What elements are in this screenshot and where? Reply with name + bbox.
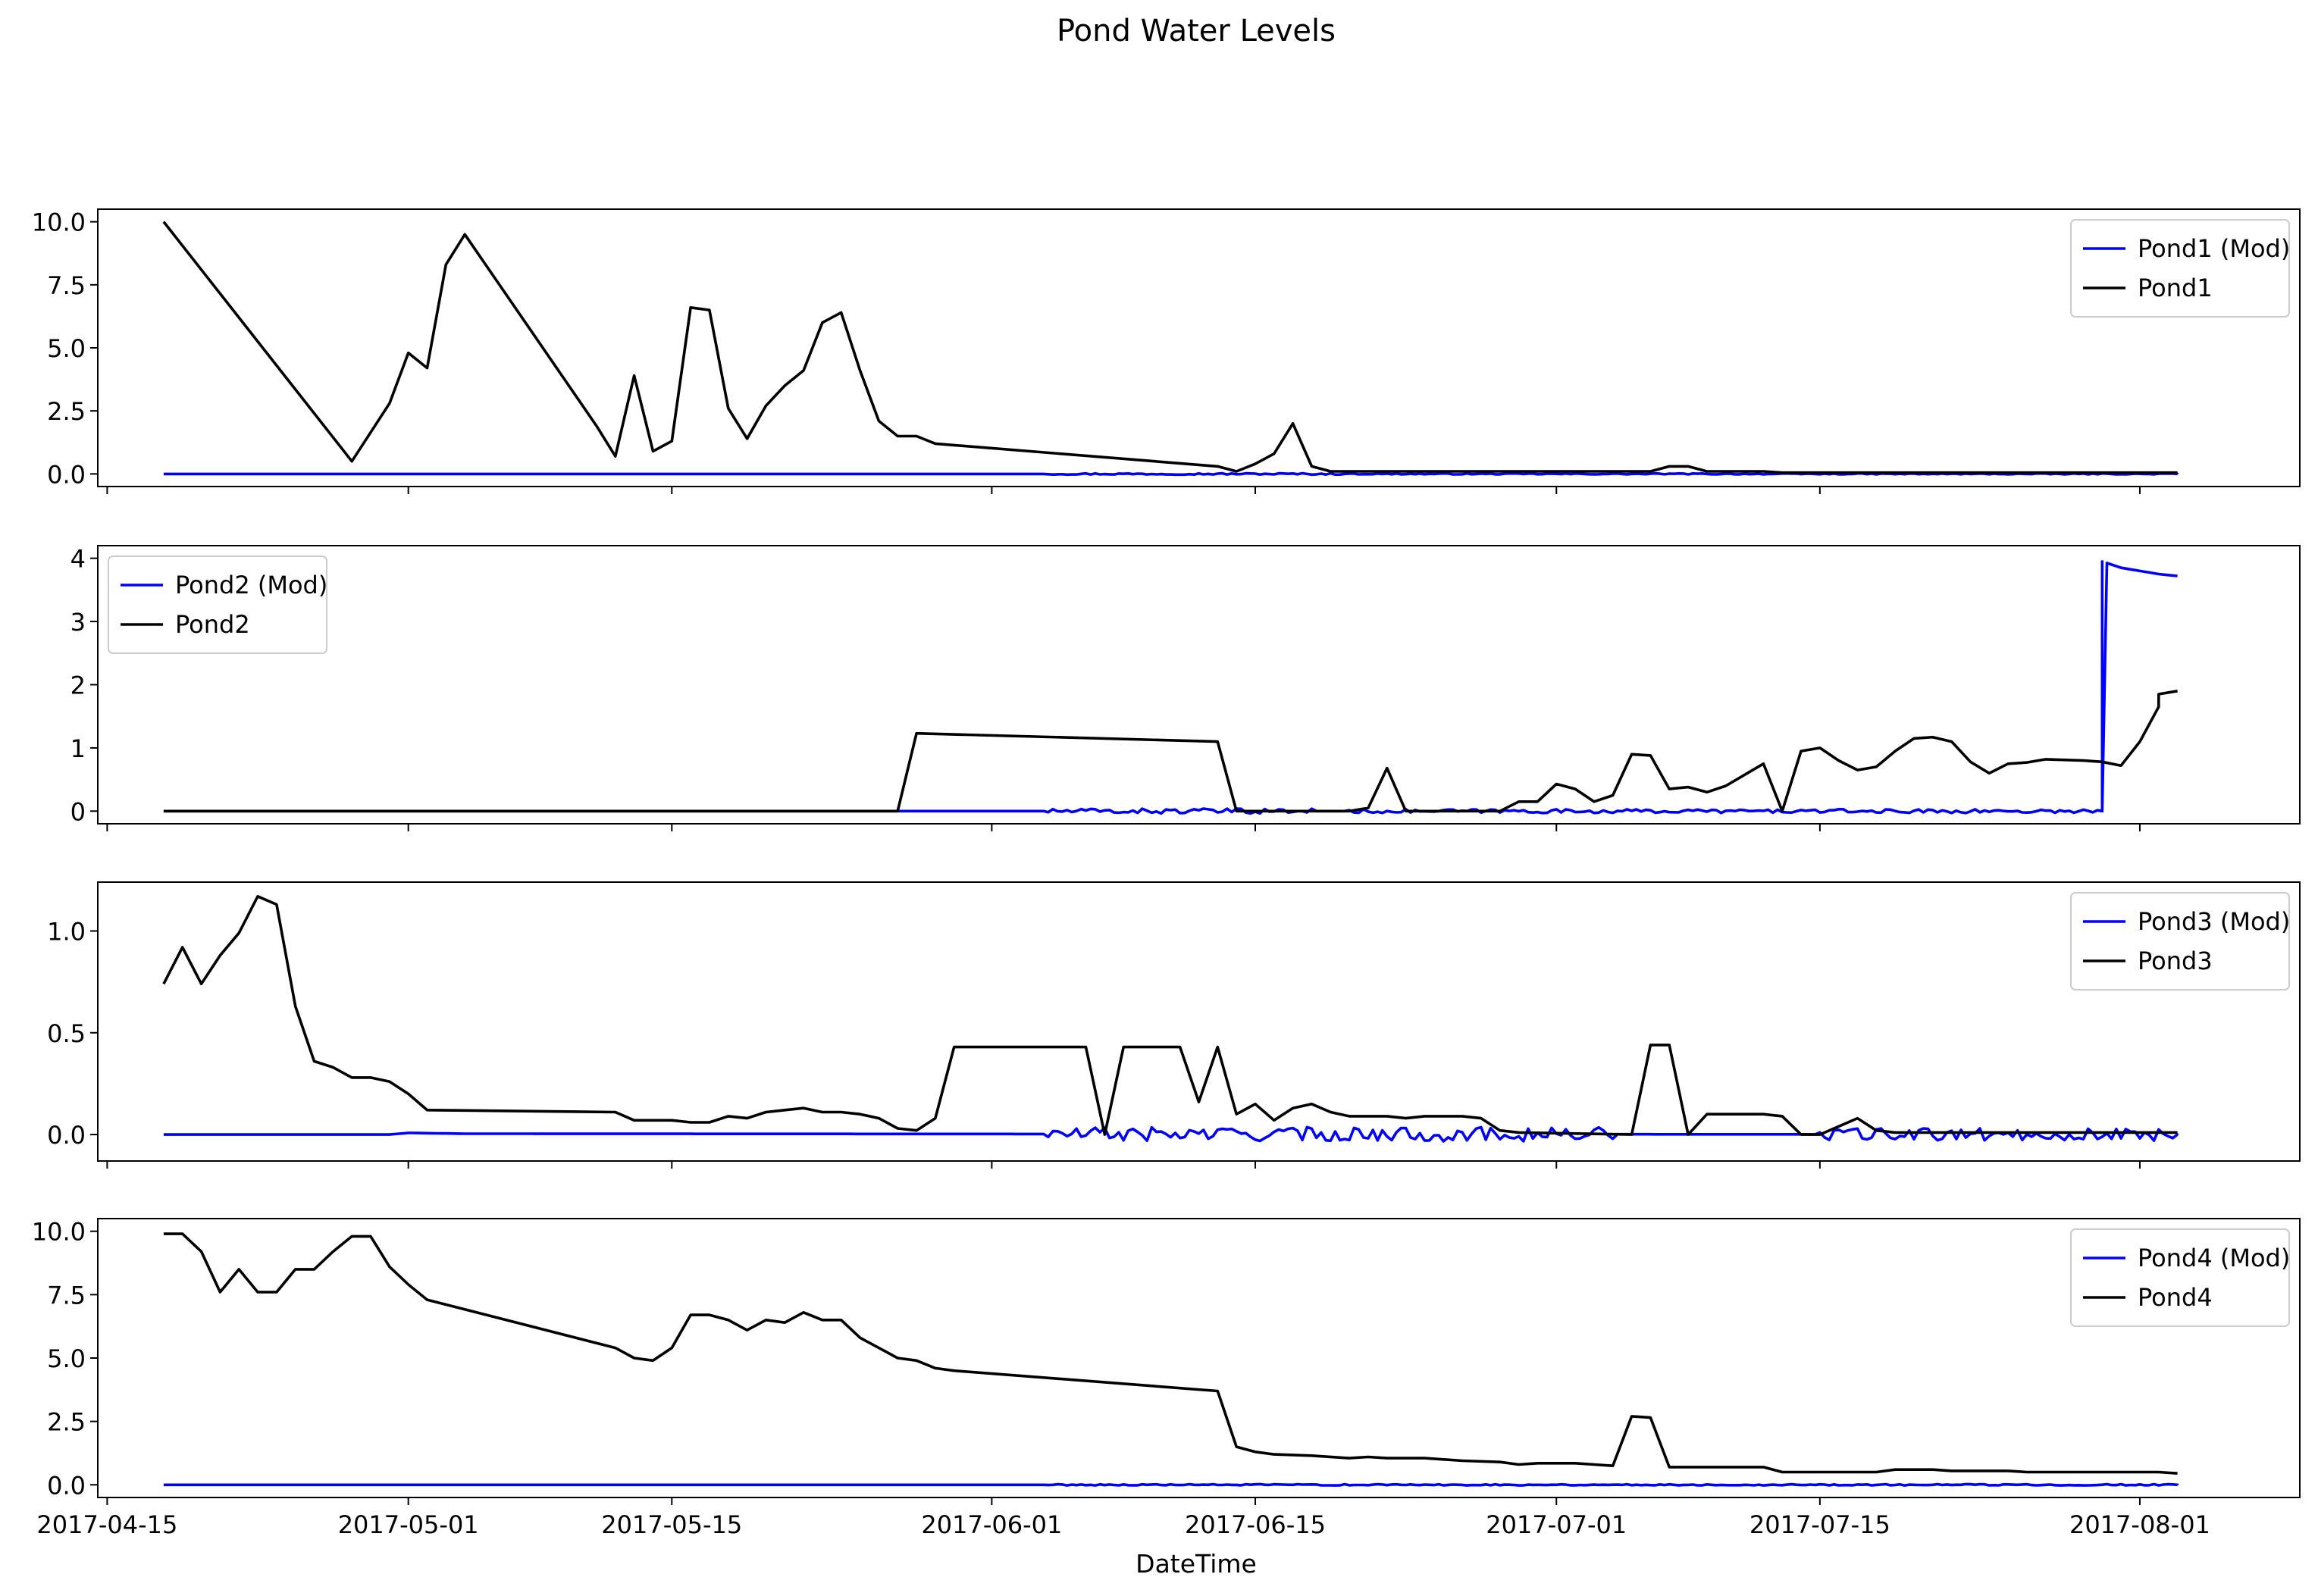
legend-label: Pond4: [2138, 1283, 2213, 1312]
series-line-obs: [163, 690, 2178, 813]
series-line-obs: [162, 221, 2178, 474]
x-tick-label: 2017-05-01: [338, 1510, 479, 1539]
y-tick-label: 0.0: [47, 460, 86, 489]
y-tick-label: 2.5: [47, 397, 86, 426]
y-tick-label: 1.0: [47, 917, 86, 946]
legend-label: Pond4 (Mod): [2138, 1244, 2290, 1272]
legend-box: [108, 555, 327, 654]
legend-box: [2070, 892, 2290, 990]
series-line-mod: [163, 1482, 2179, 1487]
legend-label: Pond3 (Mod): [2138, 907, 2290, 936]
y-tick-label: 5.0: [47, 334, 86, 363]
axes-frame: [97, 208, 2301, 487]
axes-frame: [97, 881, 2301, 1162]
y-tick-label: 0.5: [47, 1019, 86, 1048]
legend: Pond2 (Mod) Pond2: [108, 555, 327, 654]
series-line-obs: [163, 1232, 2178, 1475]
legend-label: Pond2: [175, 610, 250, 639]
legend-label: Pond1: [2138, 274, 2213, 302]
x-tick-label: 2017-06-01: [921, 1510, 1062, 1539]
x-tick-label: 2017-04-15: [36, 1510, 177, 1539]
y-tick-label: 0: [70, 797, 86, 826]
y-tick-label: 10.0: [32, 208, 86, 237]
legend-label: Pond1 (Mod): [2138, 234, 2290, 263]
y-tick-label: 3: [70, 608, 86, 637]
y-tick-label: 0.0: [47, 1471, 86, 1500]
x-tick-label: 2017-07-15: [1749, 1510, 1890, 1539]
series-line-mod: [163, 471, 2179, 477]
legend-label: Pond3: [2138, 947, 2213, 975]
legend-box: [2070, 1228, 2290, 1327]
subplot-2: 0 1 2 3 4 Pond2 (Mod) Pond2: [70, 545, 2301, 831]
subplot-3: 0.0 0.5 1.0 Pond3 (Mod) Pond3: [47, 881, 2301, 1169]
x-axis-label: DateTime: [1136, 1549, 1257, 1579]
series-line-mod: [163, 560, 2178, 815]
legend: Pond3 (Mod) Pond3: [2070, 892, 2290, 990]
series-line-mod: [163, 1125, 2179, 1143]
axes-frame: [97, 1218, 2301, 1498]
x-tick-label: 2017-05-15: [601, 1510, 742, 1539]
legend: Pond1 (Mod) Pond1: [2070, 219, 2290, 318]
y-tick-label: 0.0: [47, 1121, 86, 1150]
legend-label: Pond2 (Mod): [175, 571, 327, 599]
y-tick-label: 7.5: [47, 271, 86, 300]
y-tick-label: 2.5: [47, 1408, 86, 1437]
y-tick-label: 1: [70, 734, 86, 763]
legend-box: [2070, 219, 2290, 318]
series-line-obs: [162, 895, 2178, 1136]
y-tick-label: 7.5: [47, 1281, 86, 1310]
subplot-4: 0.0 2.5 5.0 7.5 10.0 2017-04-15 2017-05-01 2017…: [32, 1218, 2301, 1539]
legend: Pond4 (Mod) Pond4: [2070, 1228, 2290, 1327]
subplots: 0.0 2.5 5.0 7.5 10.0 Pond1 (Mod) Pond1 0 1 2 3 4 Pon…: [32, 208, 2301, 1539]
axes-frame: [97, 545, 2301, 825]
x-tick-label: 2017-07-01: [1486, 1510, 1627, 1539]
x-tick-label: 2017-06-15: [1185, 1510, 1326, 1539]
y-tick-label: 5.0: [47, 1344, 86, 1373]
y-tick-label: 4: [70, 545, 86, 574]
subplot-1: 0.0 2.5 5.0 7.5 10.0 Pond1 (Mod) Pond1: [32, 208, 2301, 494]
figure-title: Pond Water Levels: [1057, 14, 1336, 49]
y-tick-label: 10.0: [32, 1218, 86, 1247]
x-tick-label: 2017-08-01: [2069, 1510, 2210, 1539]
y-tick-label: 2: [70, 671, 86, 700]
